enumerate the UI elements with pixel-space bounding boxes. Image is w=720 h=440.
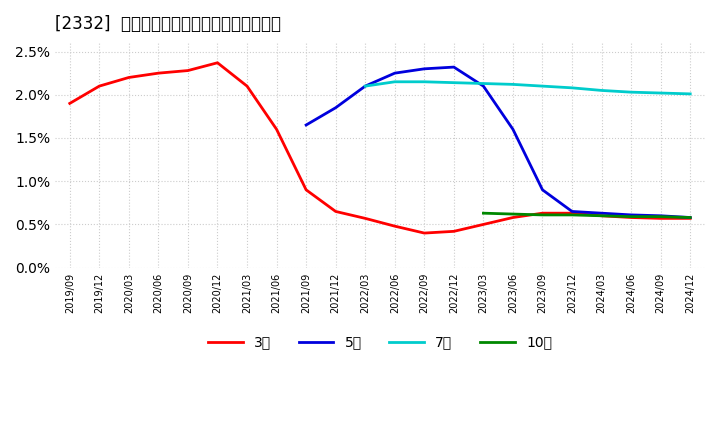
- Line: 3年: 3年: [70, 63, 690, 233]
- 3年: [95, 84, 104, 89]
- 7年: [568, 85, 577, 91]
- 5年: [657, 213, 665, 218]
- 7年: [449, 80, 458, 85]
- 7年: [538, 84, 546, 89]
- 7年: [686, 91, 695, 96]
- 7年: [420, 79, 428, 84]
- 3年: [302, 187, 310, 192]
- 5年: [361, 84, 369, 89]
- 7年: [361, 84, 369, 89]
- 5年: [508, 127, 517, 132]
- 3年: [184, 68, 192, 73]
- 3年: [598, 213, 606, 218]
- 3年: [125, 75, 133, 80]
- 3年: [686, 216, 695, 221]
- 10年: [508, 211, 517, 216]
- 3年: [213, 60, 222, 66]
- 5年: [390, 70, 399, 76]
- Line: 7年: 7年: [365, 82, 690, 94]
- 5年: [449, 64, 458, 70]
- 3年: [657, 216, 665, 221]
- 7年: [390, 79, 399, 84]
- 5年: [686, 215, 695, 220]
- Line: 10年: 10年: [483, 213, 690, 217]
- 3年: [361, 216, 369, 221]
- 3年: [449, 229, 458, 234]
- 5年: [479, 84, 487, 89]
- 7年: [627, 89, 636, 95]
- 3年: [479, 222, 487, 227]
- 3年: [508, 215, 517, 220]
- 3年: [568, 211, 577, 216]
- 10年: [568, 212, 577, 217]
- 5年: [538, 187, 546, 192]
- 5年: [568, 209, 577, 214]
- 10年: [479, 211, 487, 216]
- 7年: [508, 82, 517, 87]
- 3年: [66, 101, 74, 106]
- Line: 5年: 5年: [306, 67, 690, 217]
- 5年: [420, 66, 428, 71]
- 3年: [331, 209, 340, 214]
- Text: [2332]  経常利益マージンの標準偏差の推移: [2332] 経常利益マージンの標準偏差の推移: [55, 15, 281, 33]
- 7年: [479, 81, 487, 86]
- 7年: [598, 88, 606, 93]
- 10年: [686, 215, 695, 220]
- 7年: [657, 90, 665, 95]
- 3年: [154, 70, 163, 76]
- 3年: [243, 84, 251, 89]
- 10年: [627, 214, 636, 219]
- 5年: [302, 122, 310, 128]
- 3年: [538, 211, 546, 216]
- 3年: [627, 215, 636, 220]
- 10年: [657, 214, 665, 219]
- 3年: [420, 231, 428, 236]
- Legend: 3年, 5年, 7年, 10年: 3年, 5年, 7年, 10年: [202, 330, 557, 355]
- 5年: [598, 211, 606, 216]
- 3年: [272, 127, 281, 132]
- 5年: [627, 212, 636, 217]
- 5年: [331, 105, 340, 110]
- 10年: [538, 212, 546, 217]
- 3年: [390, 224, 399, 229]
- 10年: [598, 213, 606, 218]
